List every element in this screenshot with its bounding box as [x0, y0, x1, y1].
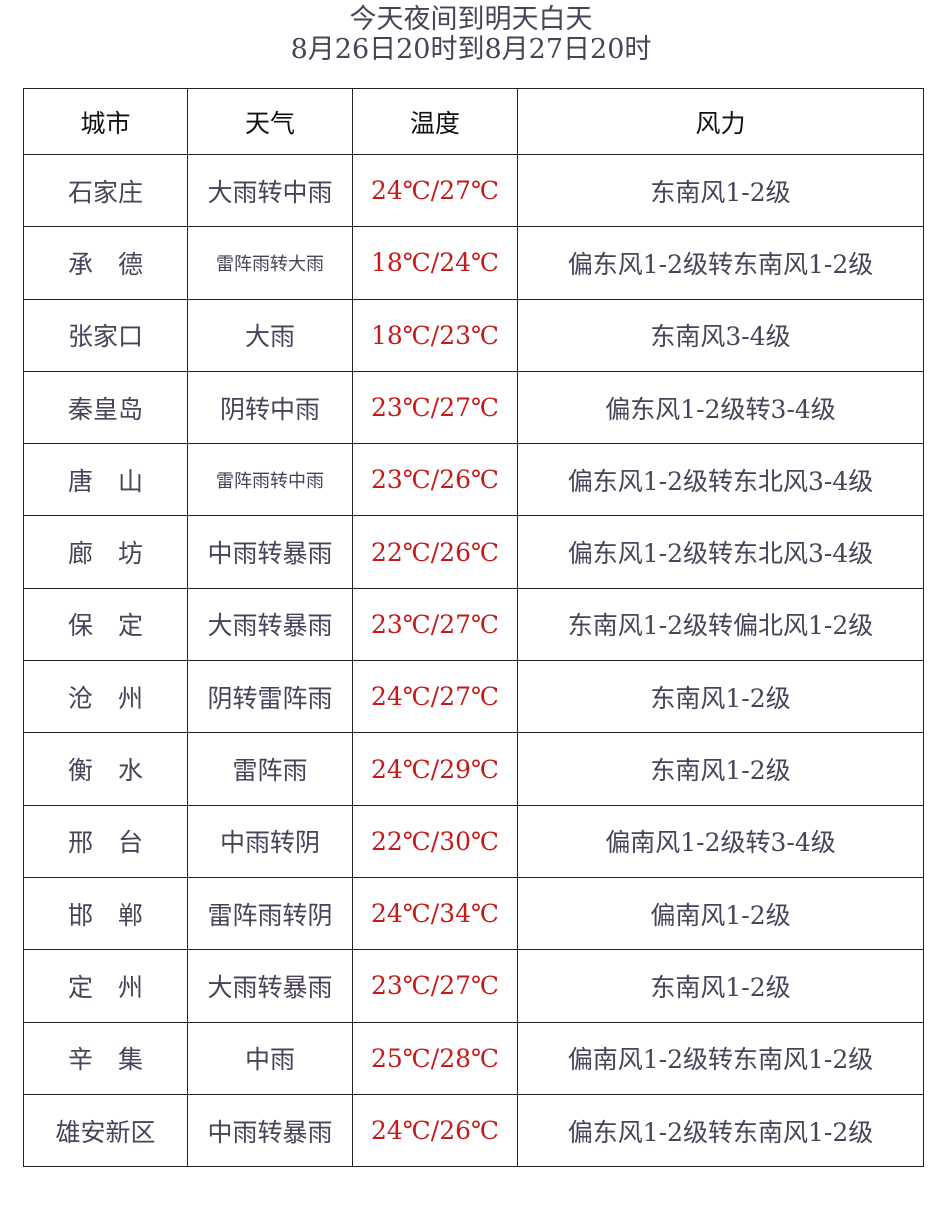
header-weather: 天气 [187, 88, 353, 155]
wind-cell: 东南风1-2级 [517, 153, 924, 228]
title-line-1: 今天夜间到明天白天 [349, 4, 593, 35]
temperature-cell: 18℃/24℃ [352, 226, 518, 300]
temperature-cell: 22℃/26℃ [352, 515, 518, 589]
temperature-cell: 23℃/27℃ [352, 370, 518, 445]
weather-cell: 大雨转暴雨 [187, 949, 353, 1023]
temperature-cell: 24℃/29℃ [352, 732, 518, 806]
weather-cell: 中雨转阴 [187, 804, 353, 878]
weather-cell: 中雨转暴雨 [187, 1093, 353, 1168]
city-cell: 辛 集 [23, 1021, 188, 1095]
weather-cell: 雷阵雨转大雨 [187, 226, 353, 300]
table-row: 廊 坊中雨转暴雨 22℃/26℃ 偏东风1-2级转东北风3-4级 [23, 515, 924, 589]
temperature-cell: 24℃/34℃ [352, 876, 518, 951]
city-cell: 衡 水 [23, 732, 188, 806]
title-line-2: 8月26日20时到8月27日20时 [290, 34, 652, 65]
city-cell: 定 州 [23, 949, 188, 1023]
city-cell: 承 德 [23, 226, 188, 300]
wind-cell: 偏南风1-2级 [517, 876, 924, 951]
city-cell: 石家庄 [23, 153, 188, 228]
weather-cell: 中雨转暴雨 [187, 515, 353, 589]
weather-cell: 大雨转暴雨 [187, 587, 353, 662]
city-cell: 沧 州 [23, 660, 188, 734]
wind-cell: 东南风1-2级转偏北风1-2级 [517, 587, 924, 662]
weather-cell: 阴转雷阵雨 [187, 660, 353, 734]
wind-cell: 偏南风1-2级转3-4级 [517, 804, 924, 878]
weather-cell: 雷阵雨转阴 [187, 876, 353, 951]
header-wind: 风力 [517, 88, 924, 155]
city-cell: 秦皇岛 [23, 370, 188, 445]
wind-cell: 偏东风1-2级转东北风3-4级 [517, 443, 924, 517]
wind-cell: 东南风3-4级 [517, 298, 924, 372]
table-row: 石家庄 大雨转中雨 24℃/27℃ 东南风1-2级 [23, 153, 924, 228]
table-row: 邢 台中雨转阴 22℃/30℃ 偏南风1-2级转3-4级 [23, 804, 924, 878]
city-cell: 邯 郸 [23, 876, 188, 951]
header-city: 城市 [23, 88, 188, 155]
wind-cell: 东南风1-2级 [517, 660, 924, 734]
table-row: 唐 山雷阵雨转中雨 23℃/26℃ 偏东风1-2级转东北风3-4级 [23, 443, 924, 517]
temperature-cell: 18℃/23℃ [352, 298, 518, 372]
weather-cell: 中雨 [187, 1021, 353, 1095]
temperature-cell: 23℃/27℃ [352, 587, 518, 662]
table-row: 邯 郸雷阵雨转阴 24℃/34℃ 偏南风1-2级 [23, 876, 924, 951]
city-cell: 唐 山 [23, 443, 188, 517]
header-row: 城市 天气 温度 风力 [23, 88, 924, 155]
wind-cell: 东南风1-2级 [517, 732, 924, 806]
weather-cell: 阴转中雨 [187, 370, 353, 445]
city-cell: 廊 坊 [23, 515, 188, 589]
table-row: 辛 集中雨 25℃/28℃ 偏南风1-2级转东南风1-2级 [23, 1021, 924, 1095]
wind-cell: 东南风1-2级 [517, 949, 924, 1023]
table-row: 承 德雷阵雨转大雨 18℃/24℃ 偏东风1-2级转东南风1-2级 [23, 226, 924, 300]
temperature-cell: 25℃/28℃ [352, 1021, 518, 1095]
header-temperature: 温度 [352, 88, 518, 155]
city-cell: 雄安新区 [23, 1093, 188, 1168]
wind-cell: 偏东风1-2级转3-4级 [517, 370, 924, 445]
weather-cell: 雷阵雨转中雨 [187, 443, 353, 517]
table-row: 定 州大雨转暴雨 23℃/27℃ 东南风1-2级 [23, 949, 924, 1023]
city-cell: 张家口 [23, 298, 188, 372]
temperature-cell: 24℃/27℃ [352, 660, 518, 734]
table-row: 保 定大雨转暴雨 23℃/27℃ 东南风1-2级转偏北风1-2级 [23, 587, 924, 662]
temperature-cell: 24℃/27℃ [352, 153, 518, 228]
wind-cell: 偏东风1-2级转东南风1-2级 [517, 226, 924, 300]
wind-cell: 偏东风1-2级转东南风1-2级 [517, 1093, 924, 1168]
wind-cell: 偏东风1-2级转东北风3-4级 [517, 515, 924, 589]
table-row: 张家口 大雨 18℃/23℃ 东南风3-4级 [23, 298, 924, 372]
weather-cell: 大雨转中雨 [187, 153, 353, 228]
table-row: 秦皇岛 阴转中雨 23℃/27℃ 偏东风1-2级转3-4级 [23, 370, 924, 445]
temperature-cell: 24℃/26℃ [352, 1093, 518, 1168]
table-row: 雄安新区 中雨转暴雨 24℃/26℃ 偏东风1-2级转东南风1-2级 [23, 1093, 924, 1168]
wind-cell: 偏南风1-2级转东南风1-2级 [517, 1021, 924, 1095]
weather-cell: 大雨 [187, 298, 353, 372]
weather-table: 城市 天气 温度 风力 石家庄 大雨转中雨 24℃/27℃ 东南风1-2级承 德雷阵雨… [23, 88, 924, 1168]
temperature-cell: 23℃/26℃ [352, 443, 518, 517]
city-cell: 邢 台 [23, 804, 188, 878]
weather-cell: 雷阵雨 [187, 732, 353, 806]
table-row: 沧 州阴转雷阵雨 24℃/27℃ 东南风1-2级 [23, 660, 924, 734]
city-cell: 保 定 [23, 587, 188, 662]
temperature-cell: 22℃/30℃ [352, 804, 518, 878]
temperature-cell: 23℃/27℃ [352, 949, 518, 1023]
table-row: 衡 水雷阵雨 24℃/29℃ 东南风1-2级 [23, 732, 924, 806]
